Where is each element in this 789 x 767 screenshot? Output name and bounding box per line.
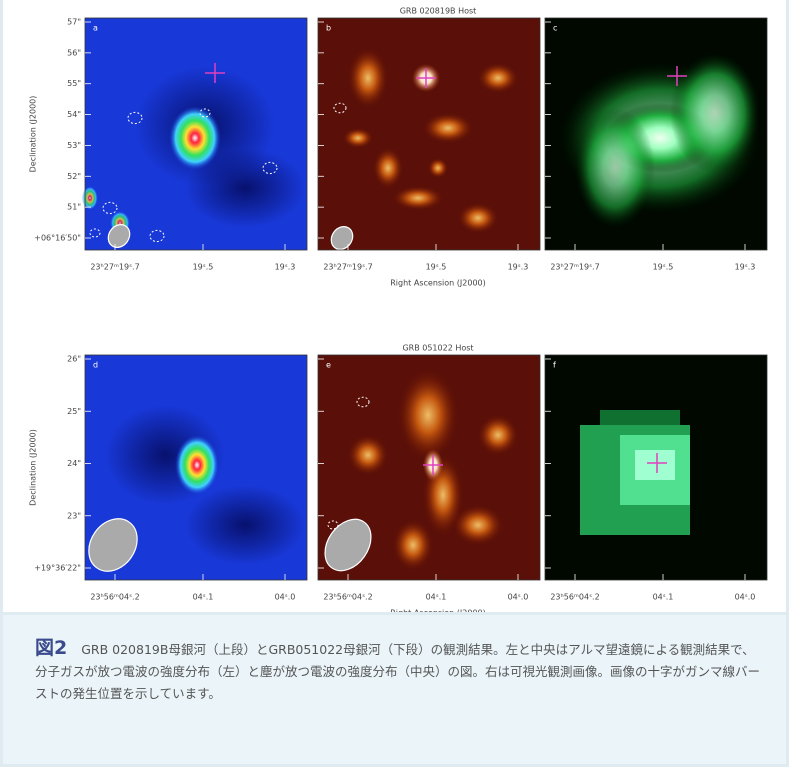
y-tick-label: 52" <box>67 172 81 181</box>
beam <box>324 518 372 572</box>
panel-frame <box>317 17 541 251</box>
emission <box>428 158 448 178</box>
panel-frame <box>84 17 308 251</box>
panel: b 23ʰ27ᵐ19ˢ.7 19ˢ.5 19ˢ.3 <box>317 17 541 272</box>
panel-label: a <box>93 24 98 33</box>
panel-frame <box>84 354 308 581</box>
y-tick-label: +19°36′22" <box>34 564 81 573</box>
contour <box>127 111 143 125</box>
pixel-block <box>635 450 675 480</box>
x-tick-label: 19ˢ.5 <box>193 263 214 272</box>
emission <box>478 415 518 455</box>
x-tick-label: 04ˢ.0 <box>275 593 296 602</box>
emission <box>393 186 443 210</box>
emission <box>343 128 373 148</box>
emission <box>478 63 518 93</box>
emission <box>453 505 503 545</box>
emission <box>458 203 498 233</box>
panel: a 23ʰ27ᵐ19ˢ.7 19ˢ.5 19ˢ.3 <box>82 17 308 272</box>
x-tick-label: 04ˢ.0 <box>508 593 529 602</box>
x-tick-label: 19ˢ.3 <box>275 263 296 272</box>
emission <box>175 435 219 495</box>
emission <box>575 108 655 228</box>
panel: f 23ʰ56ᵐ04ˢ.2 04ˢ.1 04ˢ.0 <box>544 354 768 602</box>
caption-box: 図2 GRB 020819B母銀河（上段）とGRB051022母銀河（下段）の観測… <box>3 615 786 764</box>
y-tick-label: 55" <box>67 79 81 88</box>
x-tick-label: 23ʰ27ᵐ19ˢ.7 <box>90 263 139 272</box>
x-tick-label: 19ˢ.3 <box>735 263 756 272</box>
y-tick-label: 24" <box>67 459 81 468</box>
emission <box>348 48 388 108</box>
emission <box>393 520 433 570</box>
figure: GRB 020819B Host Declination (J2000) Right… <box>3 0 786 618</box>
panel-label: c <box>553 24 557 33</box>
x-tick-label: 23ʰ56ᵐ04ˢ.2 <box>550 593 599 602</box>
row-title: GRB 020819B Host <box>400 7 477 16</box>
panel-frame <box>544 17 768 251</box>
contour <box>199 108 211 118</box>
x-axis-label: Right Ascension (J2000) <box>390 609 486 613</box>
emission <box>348 435 388 475</box>
panel: e 23ʰ56ᵐ04ˢ.2 04ˢ.1 04ˢ.0 <box>317 354 541 602</box>
emission <box>185 485 305 565</box>
beam <box>107 224 131 248</box>
contour <box>262 161 278 175</box>
x-tick-label: 19ˢ.5 <box>426 263 447 272</box>
x-axis-label: Right Ascension (J2000) <box>390 279 486 288</box>
emission <box>169 106 221 170</box>
y-tick-label: 56" <box>67 48 81 57</box>
y-tick-label: 54" <box>67 110 81 119</box>
panel: c 23ʰ27ᵐ19ˢ.7 19ˢ.5 19ˢ.3 <box>544 17 768 272</box>
caption-label: 図2 <box>35 637 68 659</box>
y-tick-label: 23" <box>67 511 81 520</box>
beam <box>88 518 138 572</box>
y-tick-label: 51" <box>67 203 81 212</box>
y-tick-label: 26" <box>67 355 81 364</box>
emission <box>423 113 473 143</box>
contour <box>149 229 165 243</box>
y-tick-label: +06°16′50" <box>34 234 81 243</box>
emission <box>185 148 305 228</box>
panel-label: f <box>553 361 556 370</box>
emission <box>398 370 458 460</box>
figure-svg: GRB 020819B Host Declination (J2000) Right… <box>29 7 768 618</box>
x-tick-label: 04ˢ.1 <box>193 593 214 602</box>
contour <box>327 520 339 530</box>
emission <box>373 148 403 188</box>
x-tick-label: 23ʰ56ᵐ04ˢ.2 <box>90 593 139 602</box>
beam <box>330 226 354 250</box>
contour <box>102 201 118 215</box>
panel-label: b <box>326 24 331 33</box>
panel: d 23ʰ56ᵐ04ˢ.2 04ˢ.1 04ˢ.0 <box>84 354 308 602</box>
contour <box>356 396 370 408</box>
x-tick-label: 23ʰ27ᵐ19ˢ.7 <box>323 263 372 272</box>
x-tick-label: 23ʰ56ᵐ04ˢ.2 <box>323 593 372 602</box>
x-tick-label: 19ˢ.3 <box>508 263 529 272</box>
x-tick-label: 04ˢ.1 <box>426 593 447 602</box>
x-tick-label: 19ˢ.5 <box>653 263 674 272</box>
contour <box>333 102 347 114</box>
x-tick-label: 04ˢ.0 <box>735 593 756 602</box>
y-tick-label: 53" <box>67 141 81 150</box>
emission <box>82 186 98 210</box>
panel-label: e <box>326 361 331 370</box>
x-tick-label: 04ˢ.1 <box>653 593 674 602</box>
x-tick-label: 23ʰ27ᵐ19ˢ.7 <box>550 263 599 272</box>
caption: 図2 GRB 020819B母銀河（上段）とGRB051022母銀河（下段）の観測… <box>35 637 760 705</box>
y-tick-label: 57" <box>67 18 81 27</box>
y-axis-label: Declination (J2000) <box>29 96 38 173</box>
panel-frame <box>317 354 541 581</box>
emission <box>670 53 760 173</box>
panel-frame <box>544 354 768 581</box>
caption-text: GRB 020819B母銀河（上段）とGRB051022母銀河（下段）の観測結果… <box>35 642 761 701</box>
panel-label: d <box>93 361 98 370</box>
contour <box>89 228 101 238</box>
y-tick-label: 25" <box>67 407 81 416</box>
row-title: GRB 051022 Host <box>402 344 473 353</box>
y-axis-label: Declination (J2000) <box>29 429 38 506</box>
